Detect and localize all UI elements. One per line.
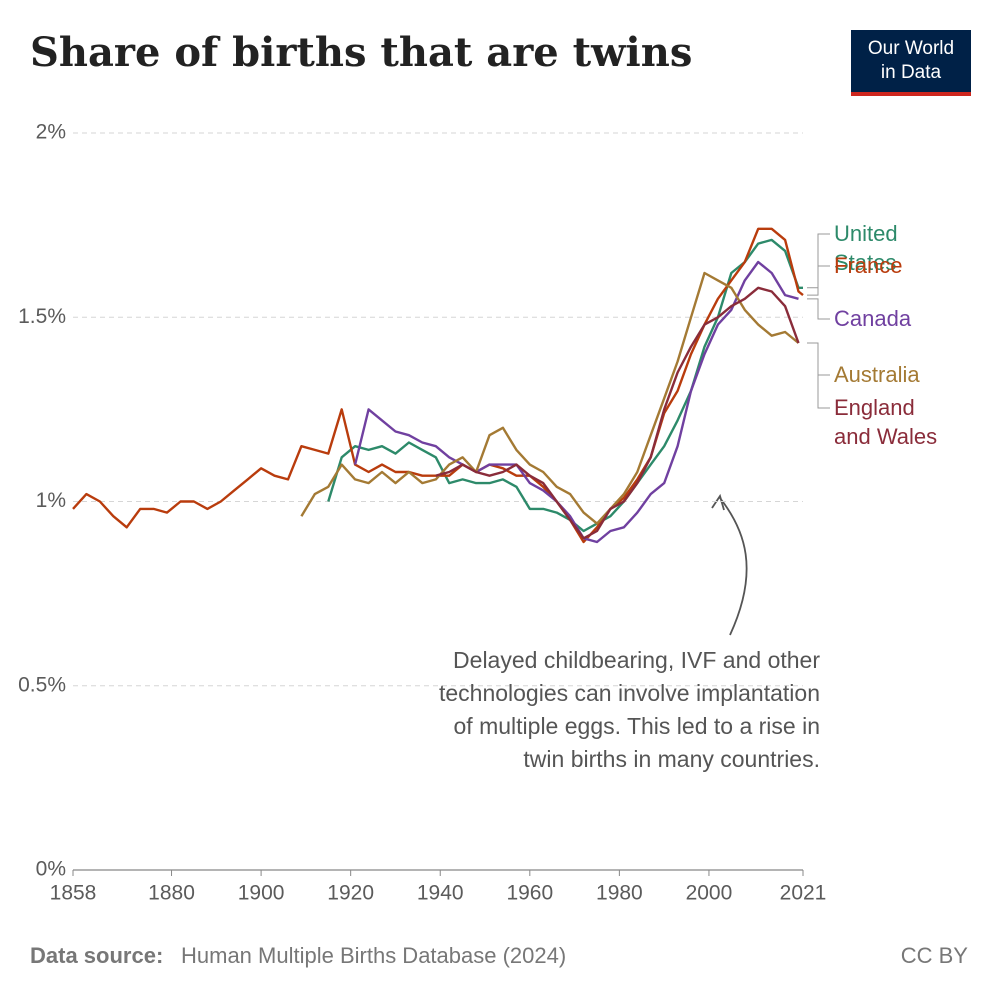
x-tick-label: 1940 [417, 882, 464, 905]
series-line [353, 260, 799, 544]
series-label: United States [834, 221, 898, 275]
annotation-arrow-head [711, 493, 725, 511]
source-label: Data source: [30, 943, 163, 968]
logo-text: in Data [881, 62, 942, 83]
x-tick-label: 2000 [686, 882, 733, 905]
label-leader [807, 342, 830, 409]
x-tick-label: 2021 [780, 882, 827, 905]
series-line [327, 238, 803, 533]
series-label: Australia [834, 362, 920, 387]
y-tick-label: 0% [36, 858, 66, 881]
y-tick-label: 1.5% [18, 305, 66, 328]
series-label: France [834, 253, 903, 278]
y-tick-label: 2% [36, 121, 66, 144]
chart-title: Share of births that are twins [30, 29, 692, 76]
y-tick-label: 0.5% [18, 673, 66, 696]
series-line [72, 227, 804, 544]
annotation: technologies can involve implantation [439, 680, 820, 706]
logo-text: Our World [868, 38, 954, 59]
label-leader [807, 233, 830, 289]
source: Human Multiple Births Database (2024) [181, 943, 566, 968]
annotation: Delayed childbearing, IVF and other [453, 647, 820, 673]
x-tick-label: 1960 [506, 882, 553, 905]
x-tick-label: 1980 [596, 882, 643, 905]
y-tick-label: 1% [36, 489, 66, 512]
x-tick-label: 1900 [238, 882, 285, 905]
logo-bar [851, 92, 971, 96]
license: CC BY [901, 943, 969, 968]
annotation: of multiple eggs. This led to a rise in [454, 713, 820, 739]
series-label: England and Wales [834, 395, 938, 449]
x-tick-label: 1858 [50, 882, 97, 905]
series-line [435, 286, 800, 540]
series-line [300, 271, 800, 525]
series-label: Canada [834, 306, 912, 331]
x-tick-label: 1920 [327, 882, 374, 905]
label-leader [807, 265, 830, 296]
annotation: twin births in many countries. [523, 746, 820, 772]
x-tick-label: 1880 [148, 882, 195, 905]
annotation-arrow [719, 497, 748, 636]
label-leader [807, 298, 830, 320]
logo-box [851, 30, 971, 92]
